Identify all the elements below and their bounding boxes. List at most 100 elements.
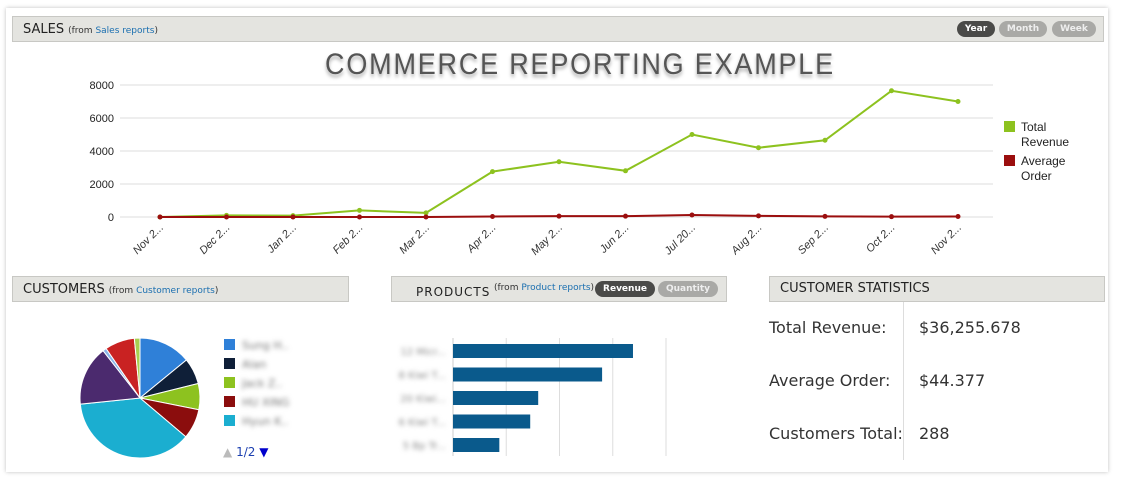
data-point — [490, 169, 495, 175]
legend-label: Revenue — [1021, 135, 1069, 149]
x-tick-label: Jan 2... — [264, 222, 299, 257]
series-line-0 — [159, 89, 959, 218]
legend-label: Sung H.. — [242, 339, 288, 352]
x-tick-label: Apr 2... — [464, 222, 498, 256]
quantity-button[interactable]: Quantity — [658, 281, 718, 297]
customer-reports-link[interactable]: Customer reports — [136, 286, 215, 296]
pie-slice — [139, 337, 188, 400]
next-page-icon[interactable]: ▼ — [259, 445, 269, 459]
total-revenue-value: $36,255.678 — [919, 318, 1021, 337]
customers-header: CUSTOMERS (from Customer reports) — [12, 276, 349, 302]
legend-swatch — [224, 358, 235, 369]
legend-label: HU XING — [242, 396, 289, 409]
x-tick-label: May 2... — [529, 222, 565, 258]
from-text: (from — [494, 283, 522, 293]
x-tick-label: Jun 2... — [597, 222, 632, 257]
pie-slice — [79, 397, 187, 459]
total-revenue-label: Total Revenue: — [769, 318, 887, 337]
page-indicator: 1/2 — [236, 445, 256, 459]
data-point — [756, 213, 761, 219]
bar-label: 12 Micr... — [400, 347, 446, 358]
stats-divider — [903, 302, 904, 460]
data-point — [889, 88, 894, 94]
data-point — [357, 207, 362, 213]
bar-label: 8 Kiwi T... — [399, 371, 446, 382]
data-point — [423, 210, 429, 216]
legend-swatch — [224, 415, 235, 426]
customer-statistics-title: CUSTOMER STATISTICS — [780, 281, 930, 296]
data-point — [689, 212, 695, 218]
bar — [453, 367, 603, 382]
x-tick-label: Dec 2... — [197, 222, 232, 257]
bar — [453, 391, 539, 405]
average-order-label: Average Order: — [769, 371, 891, 390]
revenue-button[interactable]: Revenue — [595, 281, 655, 297]
data-point — [357, 214, 362, 220]
prev-page-icon[interactable]: ▲ — [223, 445, 233, 459]
legend-label: Total — [1021, 120, 1046, 134]
data-point — [423, 214, 429, 220]
legend-label: Hyun K.. — [242, 415, 288, 428]
pie-slice — [79, 350, 141, 405]
bar — [453, 438, 500, 452]
bar-label: 20 Kiwi... — [400, 394, 446, 405]
legend-swatch — [224, 377, 235, 388]
month-button[interactable]: Month — [999, 21, 1047, 37]
data-point — [955, 99, 961, 104]
from-text: ) — [214, 286, 219, 296]
products-header: PRODUCTS (from Product reports) Revenue … — [391, 276, 727, 302]
x-tick-label: Mar 2... — [397, 222, 432, 257]
data-point — [889, 214, 894, 220]
legend-swatch — [1004, 121, 1015, 132]
data-point — [955, 214, 961, 220]
data-point — [822, 213, 828, 219]
legend-label: Alan — [242, 358, 266, 371]
data-point — [689, 132, 695, 137]
pie-slice — [133, 337, 141, 399]
x-tick-label: Nov 2... — [131, 222, 166, 257]
from-text: (from — [108, 286, 137, 296]
data-point — [556, 213, 562, 219]
x-tick-label: Feb 2... — [331, 222, 366, 257]
x-tick-label: Jul 20... — [662, 222, 698, 258]
customers-total-label: Customers Total: — [769, 424, 903, 443]
bar — [453, 344, 633, 358]
data-point — [290, 214, 296, 220]
sales-header: SALES (from Sales reports) Year Month Wee… — [12, 16, 1104, 42]
sales-reports-link[interactable]: Sales reports — [95, 26, 155, 36]
week-button[interactable]: Week — [1052, 21, 1096, 37]
bar-label: 6 Kiwi T... — [399, 418, 446, 429]
x-tick-label: Nov 2... — [929, 222, 964, 257]
legend-label: Average — [1021, 154, 1066, 168]
customers-total-value: 288 — [919, 424, 950, 443]
y-tick-label: 2000 — [90, 179, 114, 191]
y-tick-label: 6000 — [90, 113, 114, 125]
data-point — [822, 137, 828, 143]
y-tick-label: 0 — [108, 212, 114, 224]
data-point — [623, 213, 628, 219]
data-point — [490, 214, 495, 220]
data-point — [623, 168, 628, 174]
legend-label: Jack Z.. — [241, 377, 282, 390]
data-point — [157, 214, 163, 220]
data-point — [556, 159, 562, 165]
from-text: ) — [590, 283, 595, 293]
bar-label: 5 Bp Tr... — [403, 441, 446, 452]
legend-label: Order — [1021, 169, 1052, 183]
y-tick-label: 4000 — [90, 146, 114, 158]
from-text: ) — [154, 26, 158, 36]
product-reports-link[interactable]: Product reports — [521, 283, 591, 293]
average-order-value: $44.377 — [919, 371, 986, 390]
year-button[interactable]: Year — [957, 21, 995, 37]
products-title: PRODUCTS — [416, 285, 491, 299]
legend-swatch — [224, 396, 235, 407]
legend-swatch — [224, 339, 235, 350]
data-point — [224, 214, 229, 220]
from-text: (from — [68, 26, 96, 36]
x-tick-label: Sep 2... — [796, 222, 831, 257]
data-point — [756, 145, 761, 151]
x-tick-label: Aug 2... — [729, 222, 765, 258]
customers-title: CUSTOMERS — [23, 282, 105, 297]
y-tick-label: 8000 — [90, 80, 114, 92]
